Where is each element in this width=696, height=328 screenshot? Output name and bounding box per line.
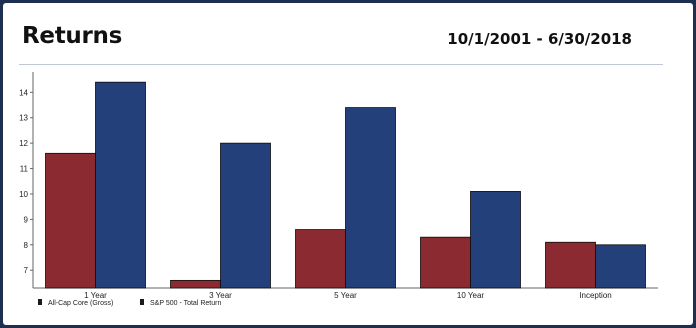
- bar-all-cap-core-10-year: [420, 236, 471, 289]
- bar-all-cap-core-inception: [545, 241, 596, 289]
- legend-swatch: [140, 299, 144, 305]
- bar-sp500-1-year: [95, 81, 146, 289]
- y-tick-label: 9: [24, 215, 29, 224]
- bars: [45, 81, 646, 289]
- y-tick-label: 11: [20, 165, 29, 174]
- bar-sp500-10-year: [470, 191, 521, 289]
- category-label: 5 Year: [334, 291, 357, 300]
- bar-sp500-3-year: [220, 142, 271, 289]
- category-label: 3 Year: [209, 291, 232, 300]
- legend: All-Cap Core (Gross) S&P 500 - Total Retu…: [38, 299, 221, 307]
- category-label: Inception: [579, 291, 611, 300]
- page-title: Returns: [22, 23, 122, 49]
- legend-swatch: [38, 299, 42, 305]
- y-tick-label: 7: [24, 266, 29, 275]
- legend-label: All-Cap Core (Gross): [48, 300, 113, 307]
- y-axis-ticks: 7 8 9 10 11 12 13 14: [19, 88, 33, 275]
- y-tick-label: 14: [19, 88, 28, 97]
- y-tick-label: 13: [19, 114, 28, 123]
- legend-label: S&P 500 - Total Return: [150, 300, 221, 307]
- category-label: 10 Year: [457, 291, 484, 300]
- category-label: 1 Year: [84, 291, 107, 300]
- y-tick-label: 10: [19, 190, 28, 199]
- bar-sp500-5-year: [345, 107, 396, 289]
- bar-sp500-inception: [595, 244, 646, 289]
- bar-all-cap-core-3-year: [170, 279, 221, 289]
- bar-all-cap-core-5-year: [295, 229, 346, 289]
- bar-all-cap-core-1-year: [45, 152, 96, 289]
- category-labels: 1 Year 3 Year 5 Year 10 Year Inception: [84, 291, 612, 300]
- date-range: 10/1/2001 - 6/30/2018: [447, 30, 632, 48]
- header-divider: [19, 64, 663, 65]
- y-tick-label: 12: [19, 139, 28, 148]
- y-tick-label: 8: [24, 241, 29, 250]
